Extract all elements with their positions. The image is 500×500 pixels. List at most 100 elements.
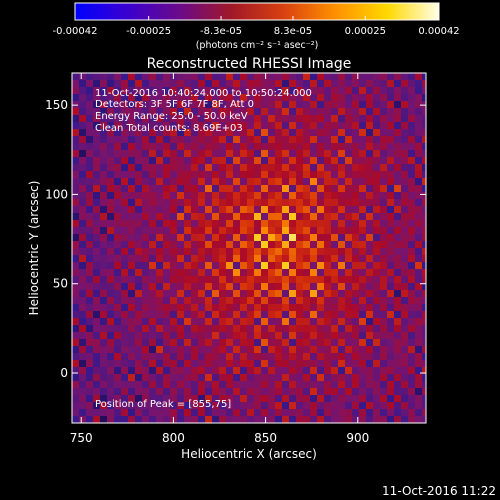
heatmap-cell: [156, 234, 163, 241]
heatmap-cell: [366, 360, 373, 367]
heatmap-cell: [247, 402, 254, 409]
heatmap-cell: [79, 339, 86, 346]
heatmap-cell: [205, 402, 212, 409]
heatmap-cell: [394, 416, 401, 423]
heatmap-cell: [373, 150, 380, 157]
heatmap-cell: [366, 185, 373, 192]
heatmap-cell: [387, 318, 394, 325]
heatmap-cell: [310, 178, 317, 185]
heatmap-cell: [247, 353, 254, 360]
heatmap-cell: [114, 353, 121, 360]
heatmap-cell: [331, 409, 338, 416]
heatmap-cell: [380, 220, 387, 227]
heatmap-cell: [191, 129, 198, 136]
heatmap-cell: [282, 178, 289, 185]
heatmap-cell: [121, 339, 128, 346]
heatmap-cell: [226, 248, 233, 255]
heatmap-cell: [338, 87, 345, 94]
heatmap-cell: [121, 290, 128, 297]
heatmap-cell: [261, 283, 268, 290]
heatmap-cell: [310, 311, 317, 318]
heatmap-cell: [170, 227, 177, 234]
heatmap-cell: [303, 220, 310, 227]
heatmap-cell: [408, 241, 415, 248]
heatmap-cell: [121, 108, 128, 115]
heatmap-cell: [373, 262, 380, 269]
heatmap-cell: [212, 101, 219, 108]
heatmap-cell: [156, 164, 163, 171]
heatmap-cell: [205, 199, 212, 206]
heatmap-cell: [359, 402, 366, 409]
heatmap-cell: [135, 143, 142, 150]
heatmap-cell: [317, 227, 324, 234]
heatmap-cell: [177, 234, 184, 241]
heatmap-cell: [107, 122, 114, 129]
heatmap-cell: [72, 416, 79, 423]
heatmap-cell: [261, 122, 268, 129]
heatmap-cell: [338, 290, 345, 297]
heatmap-cell: [177, 94, 184, 101]
heatmap-cell: [72, 94, 79, 101]
heatmap-cell: [233, 409, 240, 416]
heatmap-cell: [296, 213, 303, 220]
heatmap-cell: [191, 276, 198, 283]
heatmap-cell: [303, 129, 310, 136]
heatmap-cell: [401, 311, 408, 318]
heatmap-cell: [149, 367, 156, 374]
heatmap-cell: [373, 367, 380, 374]
heatmap-cell: [373, 94, 380, 101]
heatmap-cell: [107, 164, 114, 171]
heatmap-cell: [219, 360, 226, 367]
heatmap-cell: [296, 318, 303, 325]
heatmap-cell: [303, 227, 310, 234]
heatmap-cell: [296, 381, 303, 388]
heatmap-cell: [240, 87, 247, 94]
heatmap-cell: [149, 416, 156, 423]
heatmap-cell: [191, 227, 198, 234]
heatmap-cell: [387, 283, 394, 290]
heatmap-cell: [93, 122, 100, 129]
heatmap-cell: [191, 325, 198, 332]
heatmap-cell: [338, 332, 345, 339]
heatmap-cell: [373, 416, 380, 423]
heatmap-cell: [86, 255, 93, 262]
heatmap-cell: [415, 332, 422, 339]
heatmap-cell: [233, 269, 240, 276]
heatmap-cell: [401, 353, 408, 360]
heatmap-cell: [205, 87, 212, 94]
heatmap-cell: [310, 395, 317, 402]
heatmap-cell: [352, 241, 359, 248]
heatmap-cell: [135, 374, 142, 381]
heatmap-cell: [317, 395, 324, 402]
heatmap-cell: [373, 325, 380, 332]
heatmap-cell: [408, 276, 415, 283]
heatmap-cell: [317, 402, 324, 409]
heatmap-cell: [310, 213, 317, 220]
heatmap-cell: [380, 213, 387, 220]
heatmap-cell: [268, 185, 275, 192]
heatmap-cell: [79, 325, 86, 332]
heatmap-cell: [156, 101, 163, 108]
heatmap-cell: [79, 115, 86, 122]
heatmap-cell: [310, 283, 317, 290]
heatmap-cell: [226, 269, 233, 276]
heatmap-cell: [303, 304, 310, 311]
heatmap-cell: [422, 381, 426, 388]
heatmap-cell: [114, 164, 121, 171]
heatmap-cell: [408, 269, 415, 276]
heatmap-cell: [387, 234, 394, 241]
heatmap-cell: [289, 332, 296, 339]
heatmap-cell: [310, 122, 317, 129]
heatmap-cell: [338, 73, 345, 80]
heatmap-cell: [219, 416, 226, 423]
heatmap-cell: [163, 402, 170, 409]
heatmap-cell: [219, 178, 226, 185]
heatmap-cell: [289, 143, 296, 150]
heatmap-cell: [359, 353, 366, 360]
heatmap-cell: [331, 80, 338, 87]
colorbar-tick-label: 8.3e-05: [274, 26, 312, 37]
heatmap-cell: [191, 346, 198, 353]
heatmap-cell: [177, 171, 184, 178]
heatmap-cell: [149, 283, 156, 290]
heatmap-cell: [240, 290, 247, 297]
